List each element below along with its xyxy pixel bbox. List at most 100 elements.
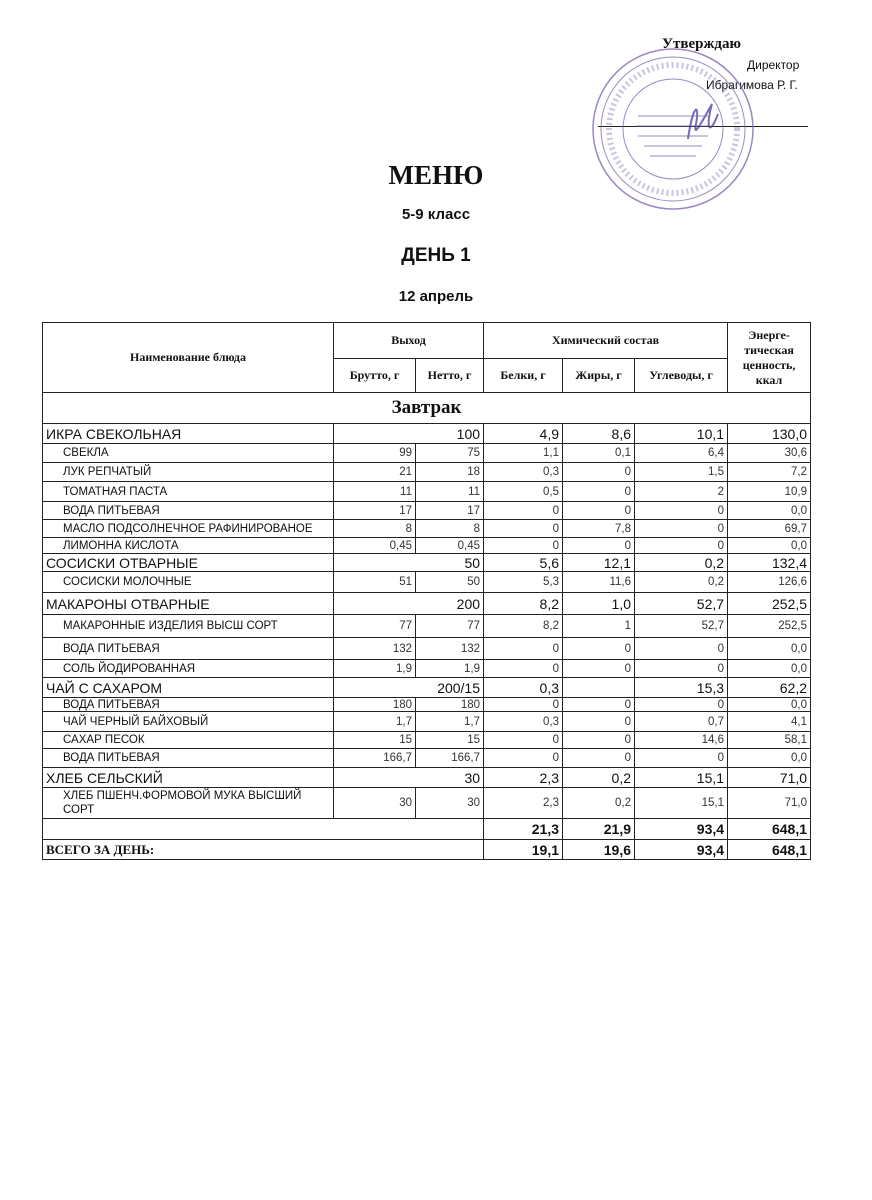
netto-value: 77 [414, 614, 485, 638]
brutto-value: 77 [333, 614, 416, 638]
total-fat: 19,6 [562, 839, 636, 860]
energy-value: 132,4 [727, 553, 812, 572]
header-brutto: Брутто, г [333, 358, 416, 393]
fat-value: 0 [562, 659, 636, 678]
protein-value: 0 [483, 537, 564, 554]
subtotal-row: 21,3 21,9 93,4 648,1 [41, 818, 812, 840]
brutto-value: 1,7 [333, 711, 416, 732]
dish-row: СОСИСКИ ОТВАРНЫЕ 50 5,6 12,1 0,2 132,4 [42, 553, 812, 572]
fat-value: 0 [562, 711, 636, 732]
output-value: 30 [332, 767, 485, 788]
ingredient-row: ХЛЕБ ПШЕНЧ.ФОРМОВОЙ МУКА ВЫСШИЙ СОРТ 30 30… [42, 787, 812, 819]
energy-value: 126,6 [727, 571, 812, 593]
energy-value: 130,0 [727, 423, 812, 444]
ingredient-row: ЧАЙ ЧЕРНЫЙ БАЙХОВЫЙ 1,7 1,7 0,3 0 0,7 4,1 [42, 711, 812, 732]
netto-value: 166,7 [414, 748, 485, 768]
header-carbs: Углеводы, г [634, 358, 729, 393]
energy-value: 0,0 [727, 697, 812, 712]
grade-label: 5-9 класс [401, 206, 471, 223]
header-output: Выход [332, 322, 485, 359]
header-fat: Жиры, г [562, 358, 636, 393]
carbs-value: 2 [634, 481, 729, 502]
protein-value: 0,3 [483, 462, 564, 482]
brutto-value: 17 [333, 501, 416, 520]
output-value: 100 [332, 423, 485, 444]
total-carbs: 93,4 [634, 839, 729, 860]
netto-value: 1,9 [414, 659, 485, 678]
total-label: ВСЕГО ЗА ДЕНЬ: [41, 839, 485, 860]
netto-value: 11 [414, 481, 485, 502]
signature-line [598, 126, 808, 127]
energy-value: 30,6 [727, 443, 812, 463]
ingredient-row: СВЕКЛА 99 75 1,1 0,1 6,4 30,6 [42, 443, 812, 463]
brutto-value: 15 [333, 731, 416, 749]
netto-value: 75 [414, 443, 485, 463]
brutto-value: 166,7 [333, 748, 416, 768]
item-name: ЧАЙ ЧЕРНЫЙ БАЙХОВЫЙ [42, 711, 334, 732]
fat-value: 0,2 [562, 787, 636, 819]
carbs-value: 0 [634, 501, 729, 520]
item-name: ХЛЕБ ПШЕНЧ.ФОРМОВОЙ МУКА ВЫСШИЙ СОРТ [42, 787, 334, 819]
protein-value: 0 [483, 519, 564, 538]
item-name: ЛИМОННА КИСЛОТА [42, 537, 334, 554]
fat-value: 0 [562, 637, 636, 660]
brutto-value: 0,45 [333, 537, 416, 554]
ingredient-row: ВОДА ПИТЬЕВАЯ 132 132 0 0 0 0,0 [42, 637, 812, 660]
netto-value: 132 [414, 637, 485, 660]
subtotal-label [41, 818, 485, 840]
brutto-value: 51 [333, 571, 416, 593]
carbs-value: 52,7 [634, 592, 729, 615]
header-energy: Энерге-тическая ценность, ккал [727, 322, 812, 393]
fat-value: 12,1 [562, 553, 636, 572]
protein-value: 5,3 [483, 571, 564, 593]
energy-value: 69,7 [727, 519, 812, 538]
ingredient-row: МАКАРОННЫЕ ИЗДЕЛИЯ ВЫСШ СОРТ 77 77 8,2 1 52,7… [42, 614, 812, 638]
director-name: Ибрагимова Р. Г. [706, 78, 798, 92]
header-name: Наименование блюда [42, 322, 334, 393]
total-energy: 648,1 [727, 839, 812, 860]
carbs-value: 0 [634, 537, 729, 554]
item-name: ВОДА ПИТЬЕВАЯ [42, 501, 334, 520]
energy-value: 0,0 [727, 659, 812, 678]
carbs-value: 0,2 [634, 553, 729, 572]
director-position: Директор [747, 58, 800, 72]
carbs-value: 6,4 [634, 443, 729, 463]
brutto-value: 180 [333, 697, 416, 712]
brutto-value: 8 [333, 519, 416, 538]
subtotal-carbs: 93,4 [634, 818, 729, 840]
protein-value: 1,1 [483, 443, 564, 463]
protein-value: 0 [483, 501, 564, 520]
ingredient-row: ВОДА ПИТЬЕВАЯ 17 17 0 0 0 0,0 [42, 501, 812, 520]
brutto-value: 21 [333, 462, 416, 482]
protein-value: 0 [483, 731, 564, 749]
netto-value: 0,45 [414, 537, 485, 554]
carbs-value: 15,1 [634, 767, 729, 788]
fat-value: 0 [562, 537, 636, 554]
carbs-value: 14,6 [634, 731, 729, 749]
ingredient-row: ЛИМОННА КИСЛОТА 0,45 0,45 0 0 0 0,0 [42, 537, 812, 554]
carbs-value: 52,7 [634, 614, 729, 638]
item-name: ВОДА ПИТЬЕВАЯ [42, 697, 334, 712]
approval-title: Утверждаю [662, 36, 741, 52]
protein-value: 0 [483, 748, 564, 768]
item-name: СОЛЬ ЙОДИРОВАННАЯ [42, 659, 334, 678]
dish-row: ИКРА СВЕКОЛЬНАЯ 100 4,9 8,6 10,1 130,0 [42, 423, 812, 444]
header-netto: Нетто, г [414, 358, 485, 393]
protein-value: 0 [483, 637, 564, 660]
carbs-value: 10,1 [634, 423, 729, 444]
energy-value: 0,0 [727, 537, 812, 554]
protein-value: 8,2 [483, 592, 564, 615]
carbs-value: 0 [634, 659, 729, 678]
subtotal-energy: 648,1 [727, 818, 812, 840]
ingredient-row: ЛУК РЕПЧАТЫЙ 21 18 0,3 0 1,5 7,2 [42, 462, 812, 482]
item-name: МАКАРОНЫ ОТВАРНЫЕ [42, 592, 334, 615]
netto-value: 17 [414, 501, 485, 520]
day-label: ДЕНЬ 1 [401, 245, 471, 266]
protein-value: 0,5 [483, 481, 564, 502]
fat-value: 0 [562, 697, 636, 712]
item-name: ВОДА ПИТЬЕВАЯ [42, 637, 334, 660]
energy-value: 0,0 [727, 637, 812, 660]
item-name: СВЕКЛА [42, 443, 334, 463]
dish-row: ЧАЙ С САХАРОМ 200/15 0,3 15,3 62,2 [42, 677, 812, 698]
fat-value: 11,6 [562, 571, 636, 593]
